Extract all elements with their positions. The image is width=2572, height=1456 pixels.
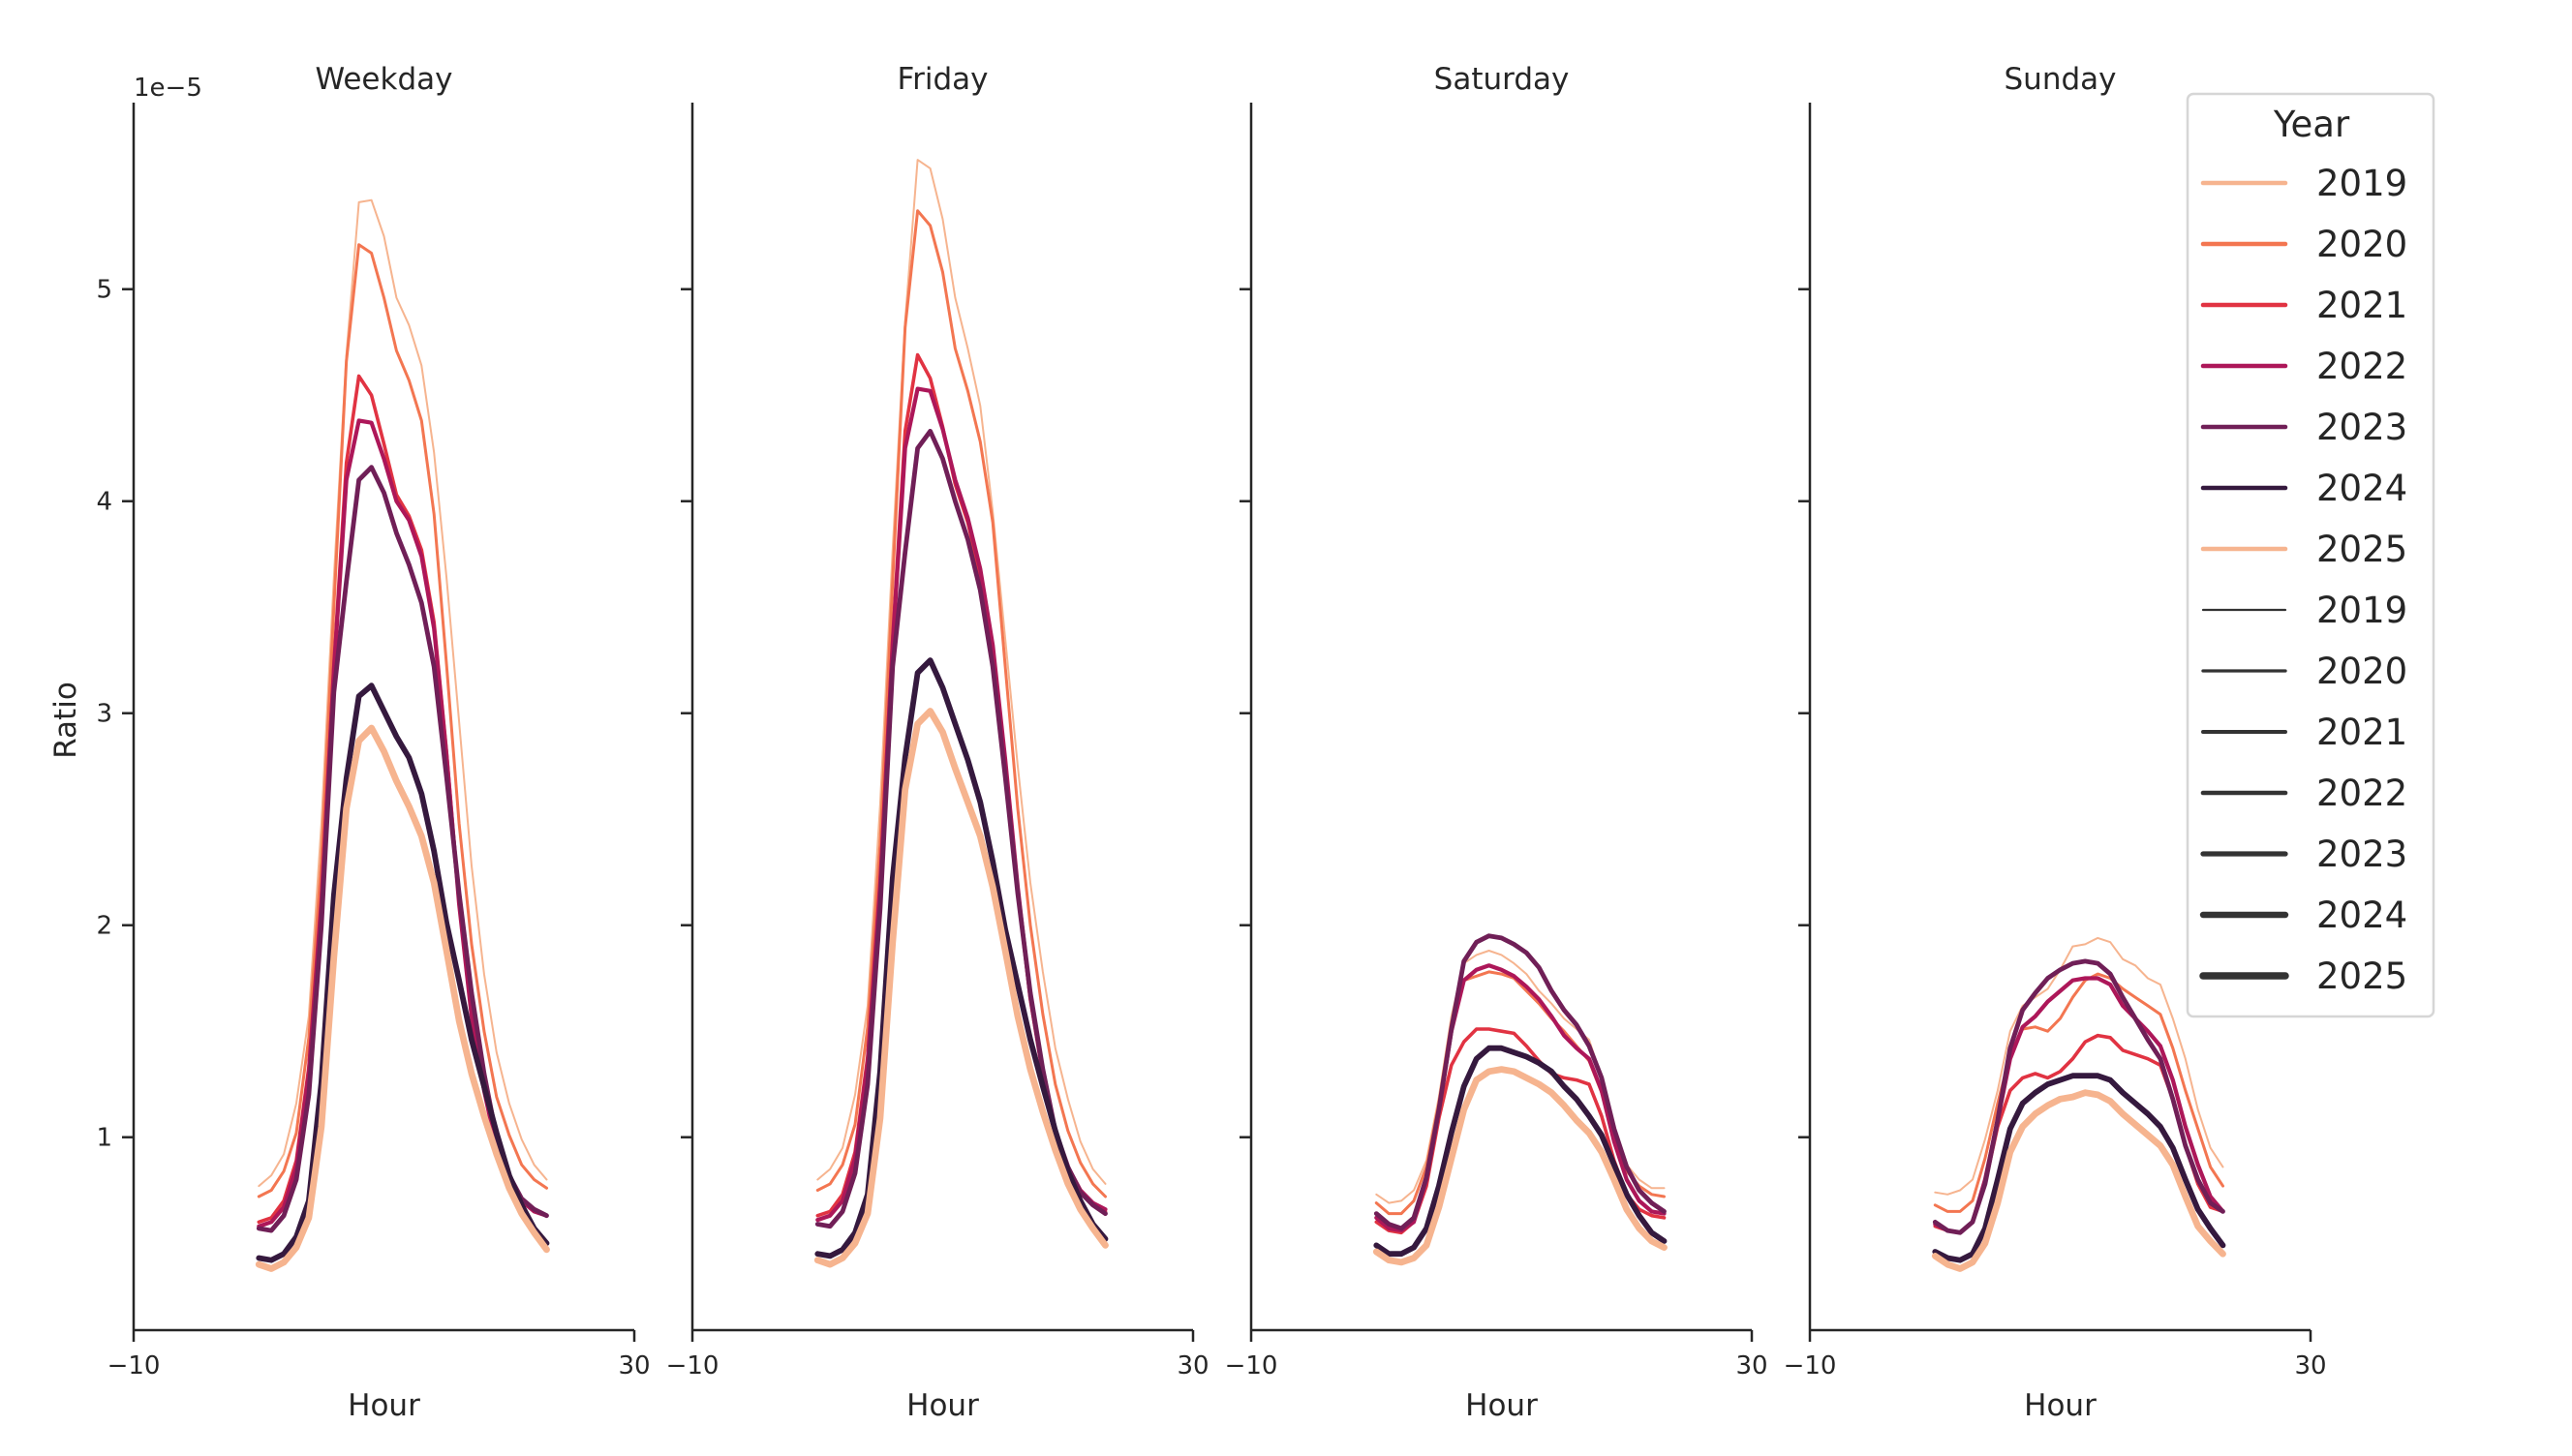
legend-label: 2023: [2316, 834, 2407, 875]
panel-title: Weekday: [316, 62, 453, 97]
series-line-2019: [1934, 936, 2224, 1196]
series-line-2022: [1933, 976, 2225, 1235]
series-line-2024: [256, 682, 550, 1263]
x-tick-label: −10: [666, 1351, 720, 1380]
x-tick-label: −10: [1784, 1351, 1837, 1380]
legend-label: 2020: [2316, 224, 2407, 265]
y-tick-label: 2: [96, 912, 112, 941]
x-tick-label: 30: [1177, 1351, 1209, 1380]
legend-label: 2024: [2316, 895, 2407, 936]
series-line-2020: [1933, 972, 2224, 1213]
series-line-2020: [815, 209, 1107, 1198]
legend-label: 2021: [2316, 285, 2407, 326]
y-tick-label: 1: [96, 1124, 112, 1153]
legend-label: 2021: [2316, 712, 2407, 753]
legend-label: 2025: [2316, 529, 2407, 570]
x-tick-label: −10: [1225, 1351, 1278, 1380]
x-axis-label: Hour: [1465, 1388, 1538, 1423]
legend-label: 2019: [2316, 163, 2407, 204]
panel-friday: −10 30 Friday Hour: [666, 62, 1209, 1423]
legend-label: 2019: [2316, 590, 2407, 631]
y-tick-label: 3: [96, 700, 112, 729]
series-line-2025: [255, 724, 550, 1272]
x-axis-label: Hour: [906, 1388, 979, 1423]
series-line-2024: [1932, 1073, 2226, 1263]
series-line-2019: [816, 159, 1107, 1185]
series-line-2025: [813, 708, 1109, 1268]
panel-saturday: −10 30 Saturday Hour: [1225, 62, 1768, 1423]
legend: Year 2019 2020 2021 2022 2023 2024 2025 2019 2020…: [2186, 92, 2435, 1018]
x-tick-label: 30: [618, 1351, 650, 1380]
series-line-2020: [257, 243, 548, 1198]
panel-title: Friday: [898, 62, 989, 97]
y-offset-label: 1e−5: [134, 74, 202, 103]
panel-title: Saturday: [1434, 62, 1570, 97]
y-tick-label: 5: [96, 276, 112, 305]
panel-sunday: −10 30 Sunday Hour: [1784, 62, 2327, 1423]
x-tick-label: 30: [2294, 1351, 2326, 1380]
x-axis-label: Hour: [2024, 1388, 2097, 1423]
legend-label: 2020: [2316, 651, 2407, 692]
y-axis-label: Ratio: [48, 682, 83, 759]
legend-label: 2023: [2316, 407, 2407, 448]
x-axis-label: Hour: [348, 1388, 420, 1423]
panel-title: Sunday: [2005, 62, 2117, 97]
x-tick-label: −10: [107, 1351, 161, 1380]
series-line-2024: [1373, 1045, 1668, 1258]
x-tick-label: 30: [1735, 1351, 1767, 1380]
y-tick-label: 4: [96, 488, 112, 517]
series-line-2025: [1931, 1089, 2226, 1272]
legend-title: Year: [2273, 104, 2350, 145]
series-line-2023: [1373, 933, 1667, 1231]
series-line-2025: [1372, 1066, 1668, 1266]
panel-weekday: 1 2 3 4 5 −10 30 Weekday Hour: [96, 62, 650, 1423]
legend-frame: [2186, 92, 2435, 1018]
legend-label: 2022: [2316, 346, 2407, 387]
series-line-2019: [258, 198, 548, 1188]
series-line-2023: [1932, 958, 2225, 1235]
series-line-2024: [814, 657, 1109, 1259]
legend-label: 2022: [2316, 773, 2407, 814]
legend-label: 2025: [2316, 956, 2407, 997]
legend-label: 2024: [2316, 468, 2407, 509]
